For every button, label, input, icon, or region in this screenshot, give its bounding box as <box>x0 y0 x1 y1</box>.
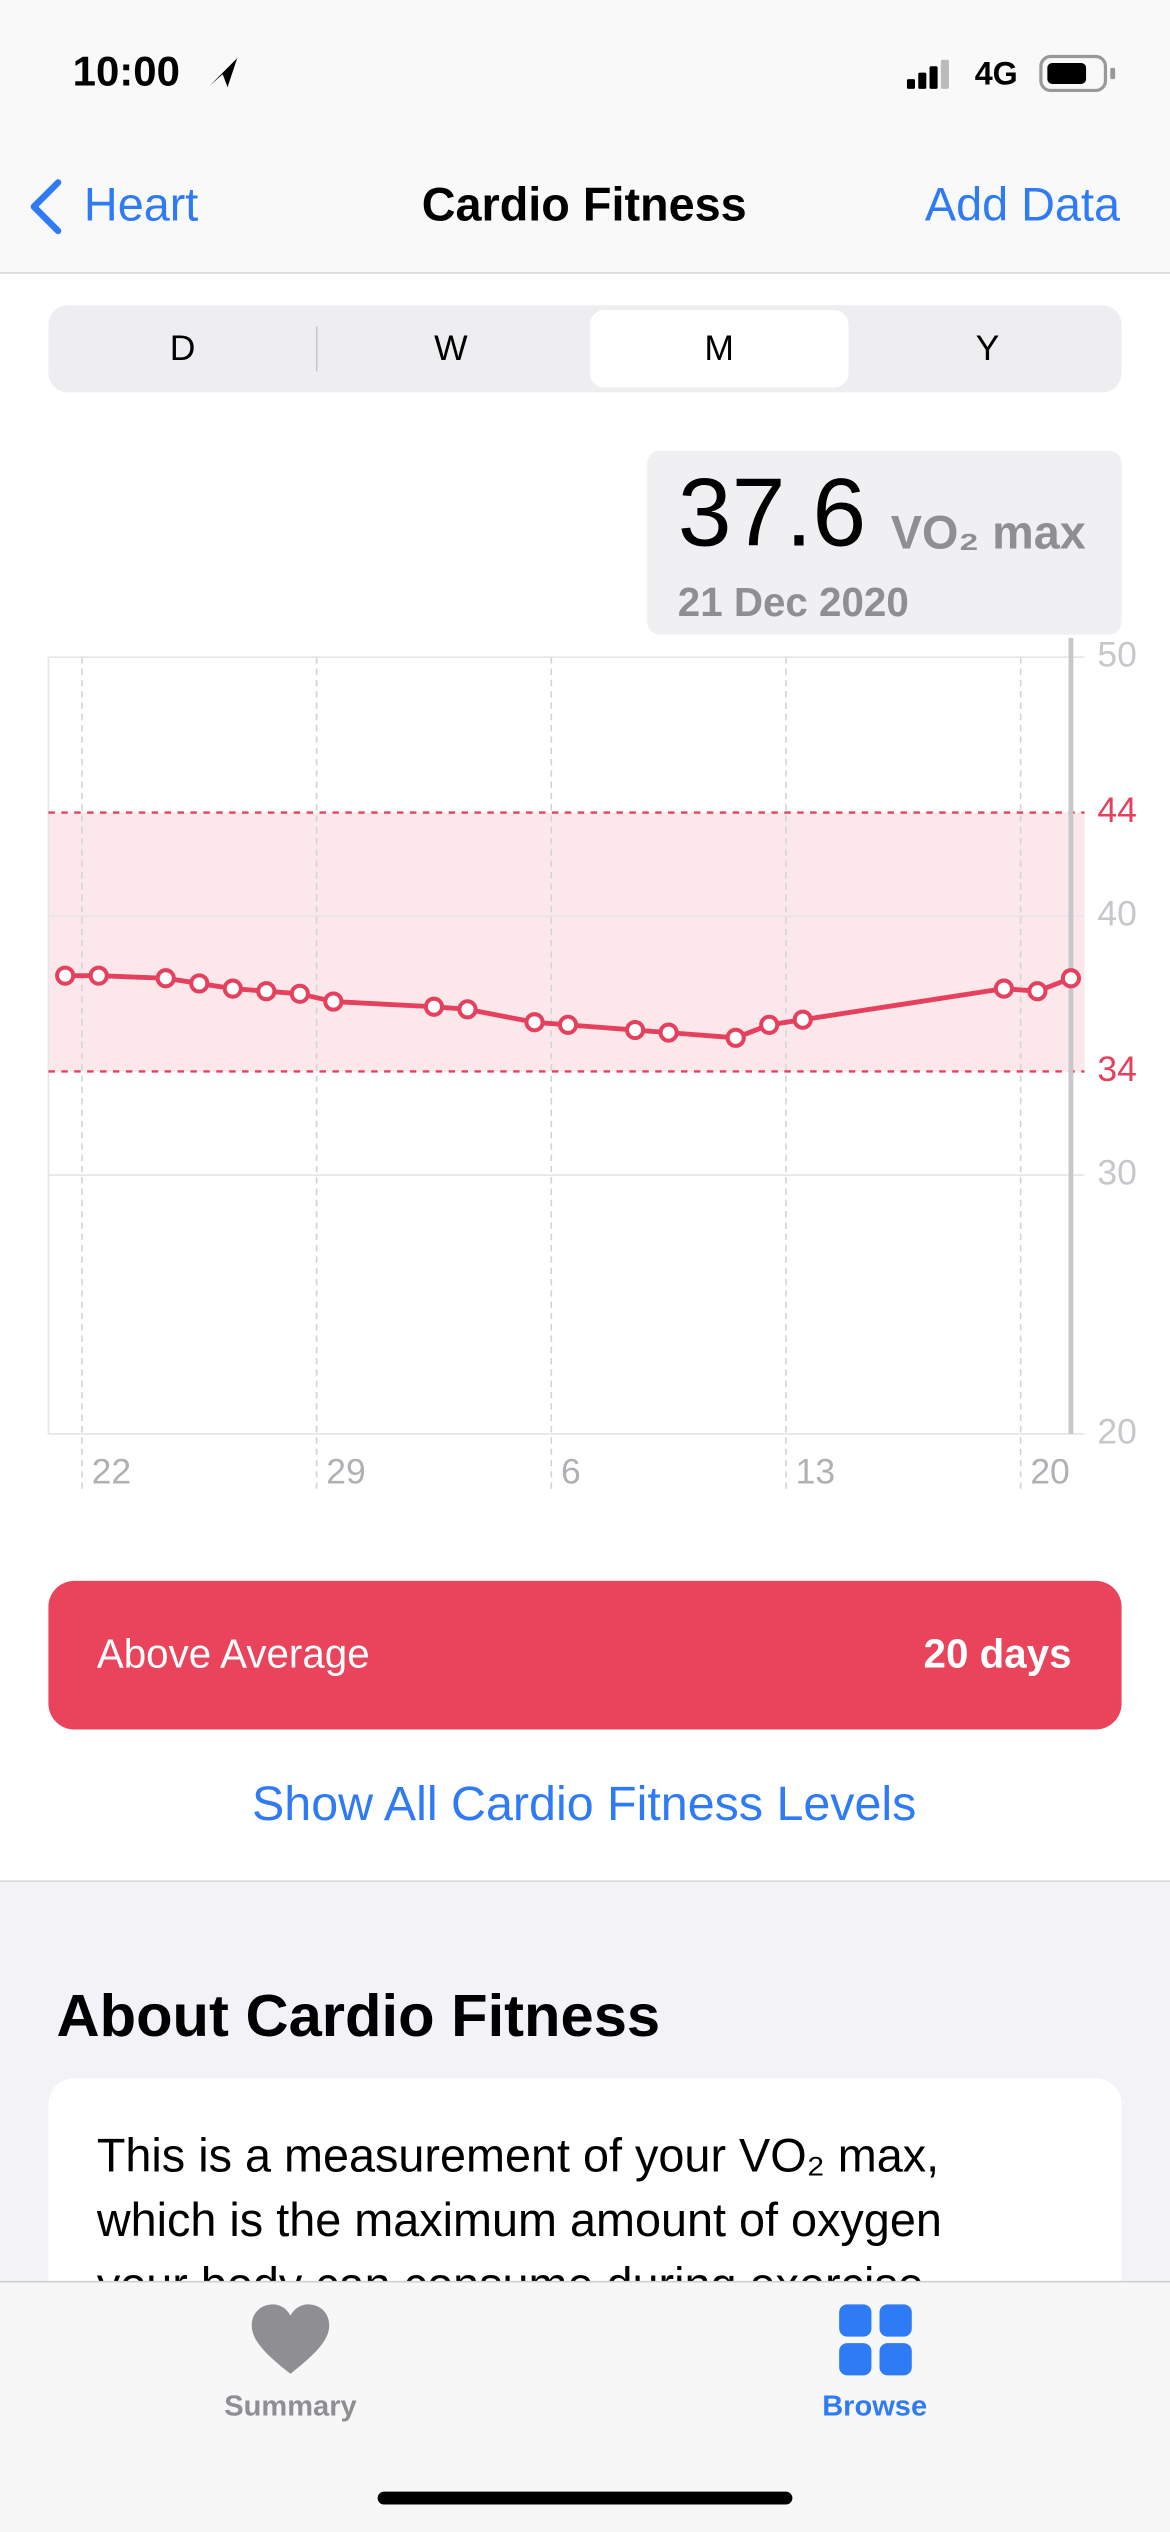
back-chevron[interactable] <box>30 179 62 235</box>
y-tick-label: 30 <box>1097 1152 1136 1192</box>
data-point[interactable] <box>88 965 109 986</box>
segment-label[interactable]: W <box>434 328 468 368</box>
summary-value: 37.6 <box>678 458 866 567</box>
segment-label[interactable]: Y <box>976 328 1000 368</box>
home-indicator <box>377 2491 793 2505</box>
segment-label[interactable]: M <box>704 328 734 368</box>
status-time: 10:00 <box>73 47 180 94</box>
summary-tab-icon[interactable] <box>251 2304 330 2374</box>
chart: 20 30 40 50 22 29 6 13 20 44 34 <box>47 635 1137 1492</box>
x-tick-label: 6 <box>561 1452 581 1492</box>
data-point[interactable] <box>289 983 310 1004</box>
browse-tab-icon[interactable] <box>839 2304 912 2376</box>
data-point[interactable] <box>189 973 210 994</box>
about-heading: About Cardio Fitness <box>56 1982 660 2049</box>
y-tick-label: 50 <box>1097 635 1136 675</box>
x-tick-label: 20 <box>1030 1452 1069 1492</box>
data-point[interactable] <box>658 1022 679 1043</box>
tab-label[interactable]: Browse <box>822 2390 927 2422</box>
data-point[interactable] <box>1060 968 1082 989</box>
reference-label: 44 <box>1097 790 1136 830</box>
data-point[interactable] <box>222 978 243 999</box>
summary-date: 21 Dec 2020 <box>678 579 909 625</box>
level-label: Above Average <box>97 1630 370 1676</box>
data-point[interactable] <box>55 965 76 986</box>
data-point[interactable] <box>625 1019 646 1041</box>
data-point[interactable] <box>457 999 478 1020</box>
data-point[interactable] <box>524 1012 545 1033</box>
nav-title: Cardio Fitness <box>422 179 747 231</box>
data-point[interactable] <box>993 978 1014 999</box>
status-network: 4G <box>975 55 1018 91</box>
x-tick-label: 13 <box>796 1452 835 1492</box>
segmented-control <box>48 305 1122 393</box>
data-point[interactable] <box>557 1014 579 1035</box>
data-point[interactable] <box>323 991 344 1012</box>
signal-icon <box>906 59 949 89</box>
reference-label: 34 <box>1097 1049 1136 1089</box>
back-button[interactable]: Heart <box>84 179 198 231</box>
level-bar[interactable] <box>48 1580 1122 1730</box>
segment-label[interactable]: D <box>170 328 196 368</box>
x-tick-label: 29 <box>326 1452 365 1492</box>
location-icon <box>209 58 238 88</box>
data-point[interactable] <box>759 1014 780 1035</box>
x-tick-label: 22 <box>92 1452 131 1492</box>
summary-unit: VO₂ max <box>891 506 1086 558</box>
tab-label[interactable]: Summary <box>224 2390 356 2422</box>
selected-segment <box>589 310 849 388</box>
battery-icon <box>1039 54 1116 93</box>
header-background <box>0 0 1170 273</box>
y-tick-label: 40 <box>1097 893 1136 933</box>
data-point[interactable] <box>423 996 445 1017</box>
about-line: This is a measurement of your VO₂ max, <box>97 2129 939 2181</box>
y-tick-label: 20 <box>1097 1411 1136 1451</box>
data-point[interactable] <box>256 981 277 1002</box>
data-point[interactable] <box>1027 981 1048 1002</box>
summary-box <box>647 450 1122 635</box>
data-point[interactable] <box>792 1009 813 1030</box>
about-line: which is the maximum amount of oxygen <box>96 2194 942 2246</box>
data-point[interactable] <box>725 1027 746 1048</box>
level-duration: 20 days <box>924 1630 1072 1676</box>
show-levels-link[interactable]: Show All Cardio Fitness Levels <box>252 1777 916 1831</box>
tab-bar <box>0 2281 1170 2532</box>
data-point[interactable] <box>155 968 176 989</box>
add-data-button[interactable]: Add Data <box>925 179 1121 231</box>
